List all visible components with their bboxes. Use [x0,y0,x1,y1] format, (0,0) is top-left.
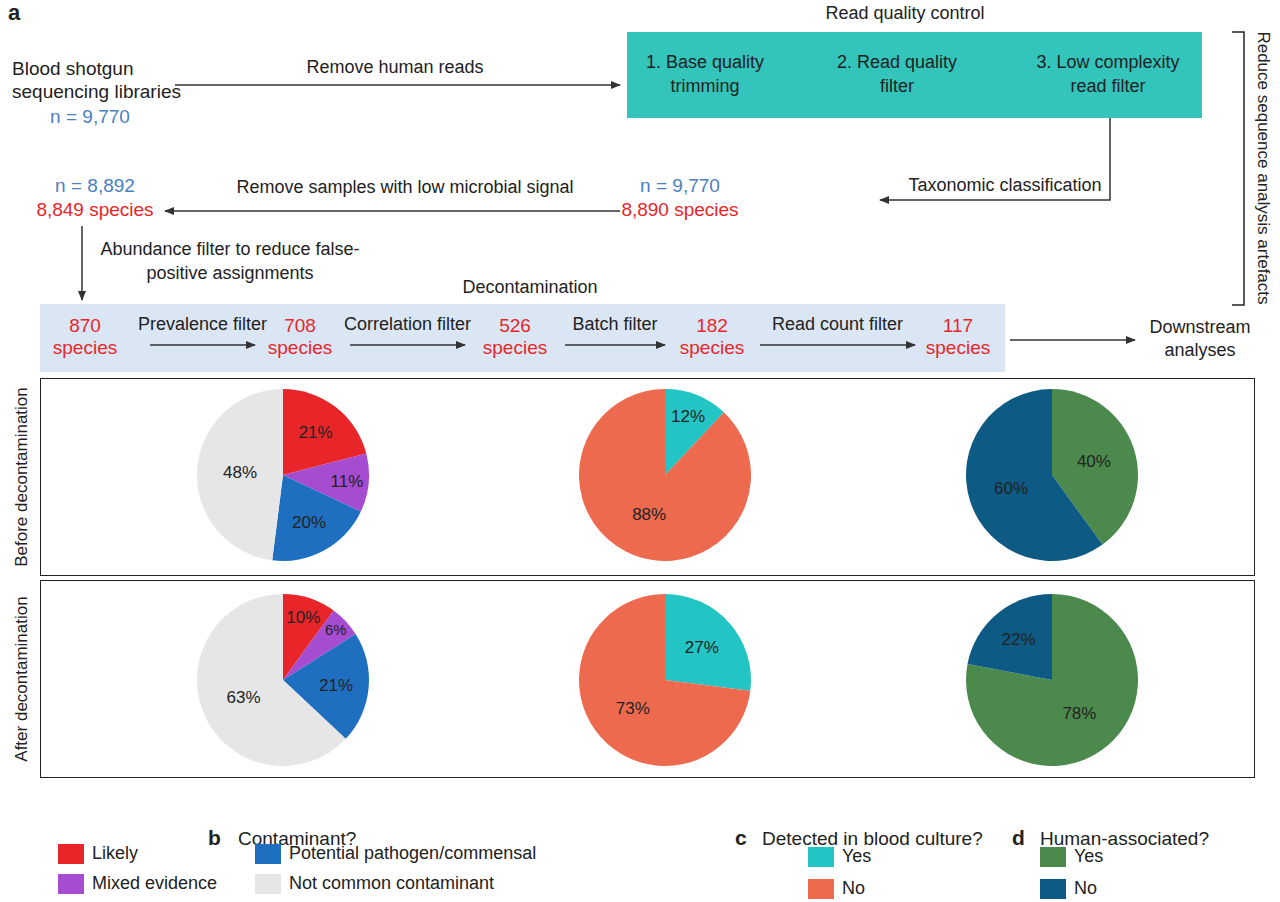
html-text:Potential pathogen/commensal: Potential pathogen/commensal [289,843,537,863]
svg-text:73%: 73% [616,699,650,718]
html-text:No: No [842,878,865,898]
svg-text:read filter: read filter [1070,76,1145,96]
svg-text:63%: 63% [227,688,261,707]
svg-text:species: species [483,337,547,358]
html-text:Not common contaminant: Not common contaminant [289,873,495,893]
svg-text:870: 870 [69,315,101,336]
svg-text:88%: 88% [632,505,666,524]
svg-text:11%: 11% [331,472,364,491]
html-text:Human-associated?: Human-associated? [1040,828,1209,849]
svg-text:526: 526 [499,315,531,336]
svg-text:positive assignments: positive assignments [146,263,313,283]
svg-text:48%: 48% [223,463,257,482]
svg-text:Abundance filter to reduce fal: Abundance filter to reduce false- [100,239,359,259]
svg-text:10%: 10% [286,608,320,627]
html-text:Before decontamination: Before decontamination [12,387,31,567]
html-text:Mixed evidence: Mixed evidence [92,873,218,893]
svg-text:60%: 60% [994,479,1028,498]
svg-text:Reduce sequence analysis artef: Reduce sequence analysis artefacts [1254,31,1273,304]
svg-text:40%: 40% [1077,452,1111,471]
svg-text:8,890 species: 8,890 species [621,199,738,220]
svg-text:Remove human reads: Remove human reads [306,57,483,77]
svg-text:22%: 22% [1002,630,1036,649]
html-text:After decontamination: After decontamination [12,596,31,762]
svg-text:78%: 78% [1062,704,1096,723]
html-text:d: d [1012,826,1025,849]
svg-text:n = 8,892: n = 8,892 [55,175,135,196]
svg-text:27%: 27% [685,638,719,657]
svg-text:Downstream: Downstream [1149,317,1250,337]
svg-text:species: species [926,337,990,358]
svg-text:20%: 20% [292,513,326,532]
svg-text:Batch filter: Batch filter [572,314,657,334]
svg-text:182: 182 [696,315,728,336]
svg-text:species: species [53,337,117,358]
html-text:Yes: Yes [1074,846,1104,866]
svg-text:3. Low complexity: 3. Low complexity [1036,52,1179,72]
svg-text:1. Base quality: 1. Base quality [646,52,764,72]
svg-text:analyses: analyses [1164,340,1235,360]
svg-text:trimming: trimming [670,76,739,96]
svg-text:21%: 21% [319,676,353,695]
svg-text:Prevalence filter: Prevalence filter [138,314,267,334]
svg-text:sequencing libraries: sequencing libraries [12,81,181,102]
svg-text:species: species [680,337,744,358]
svg-text:21%: 21% [299,423,333,442]
svg-text:Taxonomic classification: Taxonomic classification [908,175,1101,195]
html-text:No: No [1074,878,1097,898]
html-text:Likely: Likely [92,843,138,863]
svg-text:117: 117 [943,315,973,336]
svg-text:2. Read quality: 2. Read quality [837,52,957,72]
html-text:Contaminant?: Contaminant? [238,828,357,849]
html-text:b: b [208,826,221,849]
svg-text:708: 708 [284,315,316,336]
html-text:Yes: Yes [842,846,872,866]
svg-text:Read quality control: Read quality control [825,3,984,23]
svg-text:Remove samples with low microb: Remove samples with low microbial signal [236,177,573,197]
svg-text:n = 9,770: n = 9,770 [50,106,130,127]
svg-text:12%: 12% [671,407,705,426]
svg-text:filter: filter [880,76,914,96]
svg-text:Blood shotgun: Blood shotgun [12,58,134,79]
svg-text:Decontamination: Decontamination [462,277,597,297]
html-text:Detected in blood culture?: Detected in blood culture? [762,828,983,849]
svg-text:8,849 species: 8,849 species [36,199,153,220]
svg-text:Correlation filter: Correlation filter [344,314,471,334]
svg-text:Read count filter: Read count filter [772,314,903,334]
svg-text:species: species [268,337,332,358]
html-text:c: c [735,826,747,849]
svg-text:n = 9,770: n = 9,770 [640,175,720,196]
svg-text:a: a [8,0,21,25]
svg-text:6%: 6% [325,622,346,638]
